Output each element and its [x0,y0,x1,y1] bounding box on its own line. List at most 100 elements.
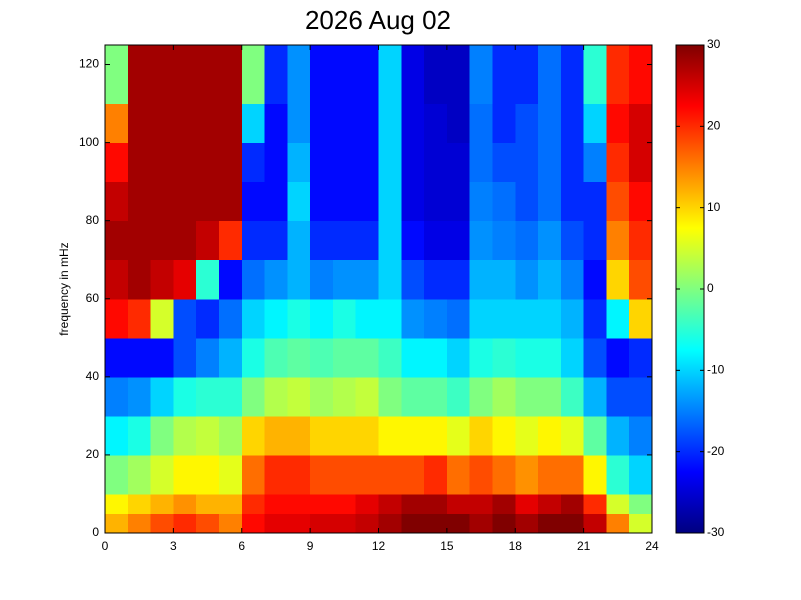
cell [515,337,539,378]
cell [355,45,379,105]
cell [401,181,425,222]
cell [196,142,220,183]
cell [105,259,129,300]
cell [127,493,152,514]
cell [150,103,174,144]
cell [515,376,539,417]
cell [606,513,630,534]
cell [218,103,243,144]
cell [424,103,448,144]
cell [287,103,311,144]
cell [310,454,334,495]
cell [606,337,630,378]
cell [378,415,402,456]
cell [560,259,585,300]
cell [538,415,562,456]
cell [583,415,607,456]
cell [355,103,379,144]
cell [218,45,243,105]
cell [492,103,516,144]
cell [264,45,288,105]
cell [583,298,607,339]
cell [105,454,129,495]
cell [378,259,402,300]
cell [332,454,357,495]
cell [218,513,243,534]
cell [469,337,493,378]
cell [560,415,585,456]
cell [538,259,562,300]
cell [310,376,334,417]
cell [401,493,425,514]
cell [606,45,630,105]
cell [127,415,152,456]
x-tick-label: 3 [170,539,177,553]
cell [196,103,220,144]
cell [355,454,379,495]
cell [196,45,220,105]
x-tick-label: 15 [440,539,454,553]
cell [446,103,471,144]
cell [492,415,516,456]
cell [538,337,562,378]
cell [310,337,334,378]
cell [127,337,152,378]
cell [355,220,379,261]
cell [127,376,152,417]
cell [606,142,630,183]
cell [515,493,539,514]
cell [218,259,243,300]
x-tick-label: 9 [307,539,314,553]
colorbar [675,44,705,534]
cell [378,493,402,514]
cell [629,493,653,514]
cell [127,103,152,144]
cell [150,337,174,378]
cell [218,142,243,183]
cell [241,220,266,261]
x-tick-label: 0 [102,539,109,553]
cell [310,142,334,183]
cell [241,513,266,534]
cell [583,376,607,417]
cell [401,259,425,300]
cell [378,220,402,261]
cell [606,181,630,222]
cell [560,298,585,339]
axes: 0 3 6 9 12 15 18 21 24 0 20 40 60 80 100 120 [79,44,659,553]
cell [105,513,129,534]
cell [127,220,152,261]
cell [150,454,174,495]
cell [264,220,288,261]
cell [150,298,174,339]
cell [241,259,266,300]
cell [583,259,607,300]
cell [218,493,243,514]
cell [332,415,357,456]
cell [424,337,448,378]
cell [446,513,471,534]
cell [173,103,197,144]
y-tick-label: 40 [86,369,100,383]
cell [560,513,585,534]
cell [538,103,562,144]
heatmap [105,45,653,534]
cell [173,415,197,456]
cell [196,513,220,534]
cell [241,45,266,105]
cell [538,181,562,222]
cell [492,220,516,261]
cell [629,337,653,378]
cell [446,376,471,417]
cell [629,454,653,495]
cell [218,415,243,456]
cell [446,45,471,105]
cell [196,376,220,417]
cell [560,376,585,417]
cell [629,513,653,534]
cell [287,181,311,222]
cell [332,513,357,534]
cell [401,415,425,456]
cell [515,142,539,183]
cell [560,45,585,105]
